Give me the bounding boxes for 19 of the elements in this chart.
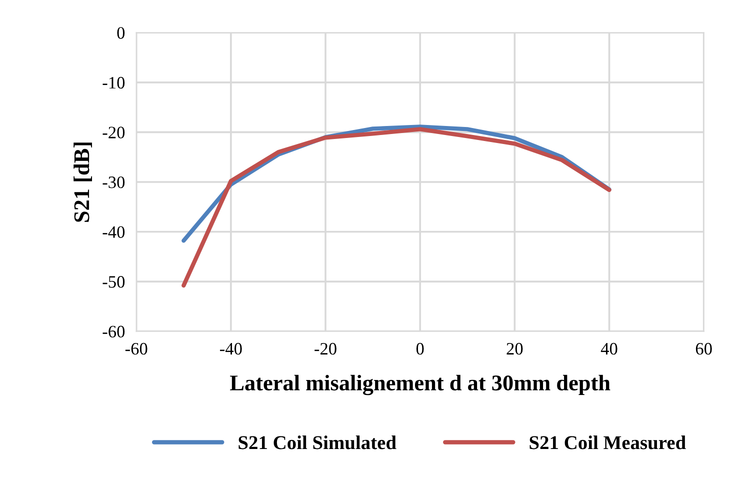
y-tick-label: -20 (102, 126, 125, 138)
y-tick-label: 0 (117, 27, 125, 39)
legend-label: S21 Coil Simulated (238, 436, 396, 450)
y-tick-label: -40 (102, 226, 125, 238)
legend-label: S21 Coil Measured (530, 436, 686, 450)
x-tick-label: -60 (125, 342, 148, 355)
x-axis-title: Lateral misalignement d at 30mm depth (230, 374, 610, 396)
x-tick-label: -40 (220, 342, 242, 355)
x-tick-label: 60 (696, 342, 712, 355)
y-tick-label: -60 (102, 326, 125, 338)
x-tick-label: 40 (600, 342, 618, 355)
x-tick-label: -20 (314, 342, 336, 355)
y-tick-label: -30 (102, 176, 125, 188)
x-tick-label: 0 (416, 342, 424, 355)
y-tick-label: -10 (102, 76, 125, 89)
y-axis-title: S21 [dB] (74, 142, 92, 222)
line-series (182, 127, 612, 288)
y-tick-label: -50 (102, 276, 125, 288)
x-tick-label: 20 (506, 342, 523, 355)
